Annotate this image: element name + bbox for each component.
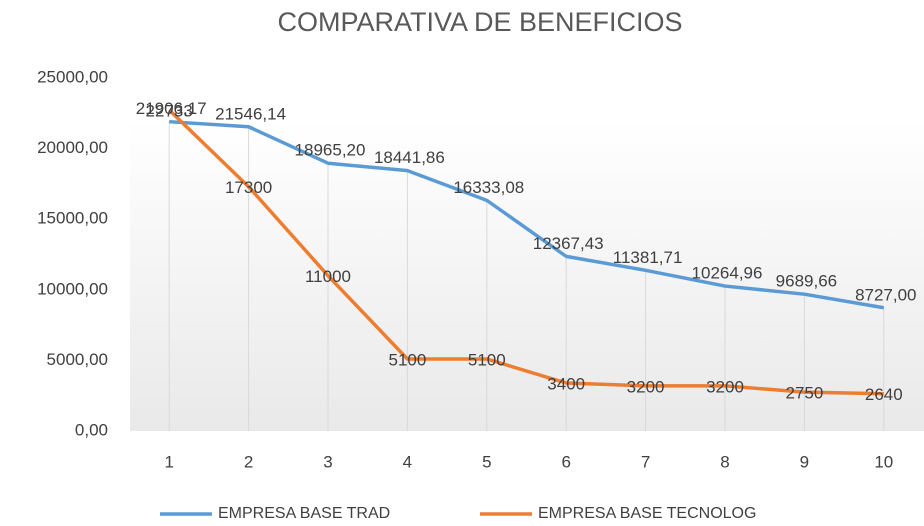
data-label: 8727,00 (855, 285, 916, 304)
data-label: 3400 (547, 374, 585, 393)
x-tick-label: 2 (244, 452, 253, 471)
x-tick-label: 8 (720, 452, 729, 471)
series-line (169, 119, 885, 310)
data-label: 21906,17 (136, 99, 207, 118)
x-tick-label: 9 (800, 452, 809, 471)
y-tick-label: 15000,00 (37, 209, 108, 228)
data-label: 22733 (146, 101, 193, 120)
y-tick-label: 20000,00 (37, 138, 108, 157)
plot-background (130, 120, 924, 431)
data-label: 2640 (865, 385, 903, 404)
x-tick-label: 5 (482, 452, 491, 471)
data-label: 11000 (305, 267, 351, 286)
data-label: 17300 (225, 178, 272, 197)
data-label: 11381,71 (613, 248, 683, 267)
x-tick-label: 1 (164, 452, 173, 471)
data-label: 16333,08 (453, 178, 524, 197)
data-label: 2750 (785, 384, 823, 403)
x-tick-label: 4 (403, 452, 412, 471)
data-label: 18441,86 (374, 148, 445, 167)
y-tick-label: 0,00 (75, 420, 108, 439)
series-line (167, 108, 884, 396)
data-label: 18965,20 (295, 141, 366, 160)
data-label: 12367,43 (533, 234, 604, 253)
chart-title: COMPARATIVA DE BENEFICIOS (277, 7, 682, 37)
x-tick-label: 10 (874, 452, 893, 471)
legend-label: EMPRESA BASE TRAD (218, 505, 390, 522)
data-label: 21546,14 (215, 104, 286, 123)
x-tick-label: 3 (323, 452, 332, 471)
x-tick-label: 7 (641, 452, 650, 471)
data-label: 5100 (468, 350, 506, 369)
data-label: 10264,96 (692, 264, 763, 283)
y-tick-label: 10000,00 (37, 279, 108, 298)
data-label: 5100 (388, 350, 426, 369)
legend-label: EMPRESA BASE TECNOLOG (538, 505, 756, 522)
y-tick-label: 5000,00 (47, 350, 108, 369)
data-label: 3200 (706, 377, 744, 396)
x-tick-label: 6 (561, 452, 570, 471)
y-tick-label: 25000,00 (37, 67, 108, 86)
data-label: 3200 (627, 377, 665, 396)
data-label: 9689,66 (776, 272, 837, 291)
